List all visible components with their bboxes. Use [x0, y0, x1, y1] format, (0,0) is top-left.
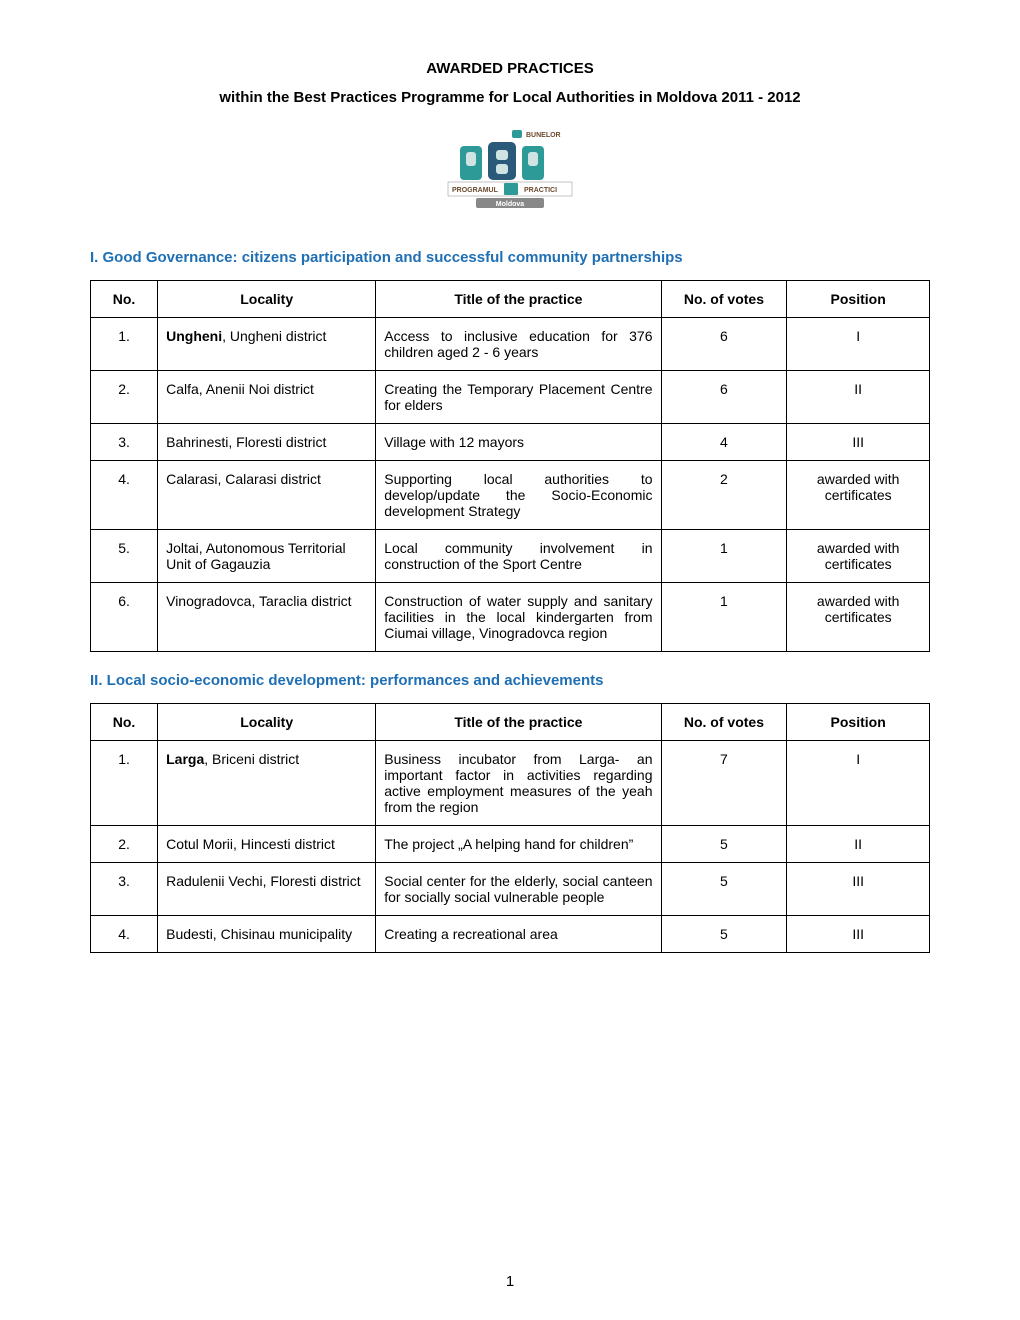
row-votes: 1 — [661, 530, 787, 583]
page-number: 1 — [0, 1273, 1020, 1290]
row-votes: 6 — [661, 318, 787, 371]
table-header: Locality — [158, 281, 376, 318]
row-number: 3. — [91, 424, 158, 461]
row-locality: Calarasi, Calarasi district — [158, 461, 376, 530]
row-position: III — [787, 916, 930, 953]
svg-text:Moldova: Moldova — [496, 201, 524, 208]
section-heading: I. Good Governance: citizens participati… — [90, 249, 930, 266]
row-locality: Budesti, Chisinau municipality — [158, 916, 376, 953]
row-practice-title: Supporting local authorities to develop/… — [376, 461, 661, 530]
practices-table: No.LocalityTitle of the practiceNo. of v… — [90, 280, 930, 652]
row-position: II — [787, 371, 930, 424]
table-header: Title of the practice — [376, 281, 661, 318]
row-votes: 6 — [661, 371, 787, 424]
sections-container: I. Good Governance: citizens participati… — [90, 249, 930, 953]
row-position: awarded with certificates — [787, 583, 930, 652]
row-votes: 5 — [661, 826, 787, 863]
row-practice-title: The project „A helping hand for children… — [376, 826, 661, 863]
row-number: 5. — [91, 530, 158, 583]
row-number: 3. — [91, 863, 158, 916]
row-votes: 5 — [661, 863, 787, 916]
table-header: Position — [787, 281, 930, 318]
row-locality: Larga, Briceni district — [158, 741, 376, 826]
row-votes: 1 — [661, 583, 787, 652]
table-row: 4.Calarasi, Calarasi districtSupporting … — [91, 461, 930, 530]
table-row: 4.Budesti, Chisinau municipalityCreating… — [91, 916, 930, 953]
row-practice-title: Access to inclusive education for 376 ch… — [376, 318, 661, 371]
table-header: Position — [787, 704, 930, 741]
row-number: 2. — [91, 826, 158, 863]
svg-text:PRACTICI: PRACTICI — [524, 187, 557, 194]
table-row: 1.Ungheni, Ungheni districtAccess to inc… — [91, 318, 930, 371]
table-header: No. of votes — [661, 704, 787, 741]
table-row: 3.Radulenii Vechi, Floresti districtSoci… — [91, 863, 930, 916]
table-header: No. of votes — [661, 281, 787, 318]
row-practice-title: Business incubator from Larga- an import… — [376, 741, 661, 826]
row-locality: Vinogradovca, Taraclia district — [158, 583, 376, 652]
row-votes: 5 — [661, 916, 787, 953]
row-position: awarded with certificates — [787, 530, 930, 583]
subtitle: within the Best Practices Programme for … — [90, 89, 930, 106]
row-practice-title: Social center for the elderly, social ca… — [376, 863, 661, 916]
table-row: 6.Vinogradovca, Taraclia districtConstru… — [91, 583, 930, 652]
svg-text:BUNELOR: BUNELOR — [526, 132, 561, 139]
row-practice-title: Creating a recreational area — [376, 916, 661, 953]
table-row: 2.Calfa, Anenii Noi districtCreating the… — [91, 371, 930, 424]
row-position: II — [787, 826, 930, 863]
pbp-logo-icon: BUNELOR PROGRAMUL PRACTICIMoldova — [430, 124, 590, 214]
main-title: AWARDED PRACTICES — [90, 60, 930, 77]
row-number: 2. — [91, 371, 158, 424]
row-number: 6. — [91, 583, 158, 652]
table-row: 1.Larga, Briceni districtBusiness incuba… — [91, 741, 930, 826]
row-votes: 7 — [661, 741, 787, 826]
row-locality: Radulenii Vechi, Floresti district — [158, 863, 376, 916]
row-locality: Joltai, Autonomous Territorial Unit of G… — [158, 530, 376, 583]
table-row: 5.Joltai, Autonomous Territorial Unit of… — [91, 530, 930, 583]
table-row: 3.Bahrinesti, Floresti districtVillage w… — [91, 424, 930, 461]
row-practice-title: Construction of water supply and sanitar… — [376, 583, 661, 652]
row-position: I — [787, 741, 930, 826]
row-number: 1. — [91, 741, 158, 826]
row-practice-title: Creating the Temporary Placement Centre … — [376, 371, 661, 424]
row-locality: Calfa, Anenii Noi district — [158, 371, 376, 424]
row-position: awarded with certificates — [787, 461, 930, 530]
row-number: 4. — [91, 461, 158, 530]
row-locality: Cotul Morii, Hincesti district — [158, 826, 376, 863]
row-position: III — [787, 863, 930, 916]
table-row: 2.Cotul Morii, Hincesti districtThe proj… — [91, 826, 930, 863]
svg-text:PROGRAMUL: PROGRAMUL — [452, 187, 499, 194]
programme-logo: BUNELOR PROGRAMUL PRACTICIMoldova — [90, 124, 930, 219]
row-locality: Ungheni, Ungheni district — [158, 318, 376, 371]
row-position: III — [787, 424, 930, 461]
page: AWARDED PRACTICES within the Best Practi… — [0, 0, 1020, 1320]
table-header: No. — [91, 281, 158, 318]
row-practice-title: Local community involvement in construct… — [376, 530, 661, 583]
row-number: 1. — [91, 318, 158, 371]
table-header: Title of the practice — [376, 704, 661, 741]
practices-table: No.LocalityTitle of the practiceNo. of v… — [90, 703, 930, 953]
row-votes: 2 — [661, 461, 787, 530]
row-locality: Bahrinesti, Floresti district — [158, 424, 376, 461]
row-number: 4. — [91, 916, 158, 953]
row-position: I — [787, 318, 930, 371]
row-practice-title: Village with 12 mayors — [376, 424, 661, 461]
row-votes: 4 — [661, 424, 787, 461]
table-header: Locality — [158, 704, 376, 741]
section-heading: II. Local socio-economic development: pe… — [90, 672, 930, 689]
table-header: No. — [91, 704, 158, 741]
